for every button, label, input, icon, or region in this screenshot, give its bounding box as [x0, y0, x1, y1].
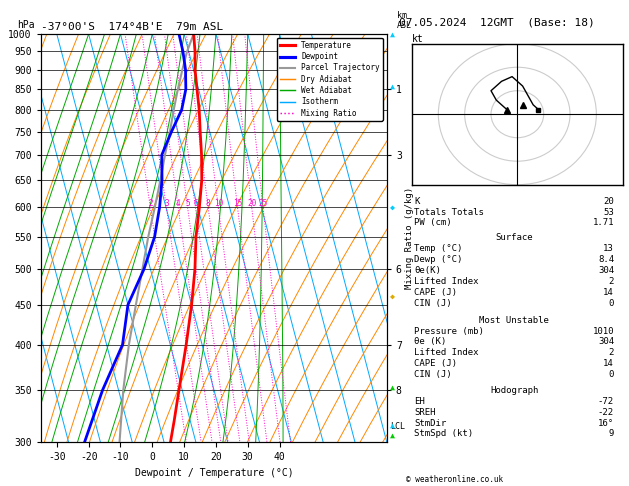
Text: 2: 2 [609, 348, 614, 357]
Text: Lifted Index: Lifted Index [415, 277, 479, 286]
Text: StmDir: StmDir [415, 418, 447, 428]
Text: 8.4: 8.4 [598, 255, 614, 264]
X-axis label: Dewpoint / Temperature (°C): Dewpoint / Temperature (°C) [135, 468, 293, 478]
Text: Lifted Index: Lifted Index [415, 348, 479, 357]
Text: 10: 10 [214, 199, 223, 208]
Text: 20: 20 [247, 199, 257, 208]
Text: θe(K): θe(K) [415, 266, 442, 275]
Text: -22: -22 [598, 408, 614, 417]
Text: hPa: hPa [16, 20, 35, 30]
Text: PW (cm): PW (cm) [415, 218, 452, 226]
Text: 5: 5 [186, 199, 190, 208]
Text: 0: 0 [609, 299, 614, 308]
Text: SREH: SREH [415, 408, 436, 417]
Text: kt: kt [412, 34, 424, 44]
Text: 16°: 16° [598, 418, 614, 428]
Text: Most Unstable: Most Unstable [479, 316, 549, 325]
Text: 4: 4 [176, 199, 181, 208]
Text: ▲: ▲ [390, 420, 395, 429]
Text: ▲: ▲ [390, 382, 395, 392]
Text: 2: 2 [609, 277, 614, 286]
Legend: Temperature, Dewpoint, Parcel Trajectory, Dry Adiabat, Wet Adiabat, Isotherm, Mi: Temperature, Dewpoint, Parcel Trajectory… [277, 38, 383, 121]
Text: 1010: 1010 [593, 327, 614, 336]
Text: 0: 0 [609, 370, 614, 379]
Text: CAPE (J): CAPE (J) [415, 288, 457, 297]
Text: -72: -72 [598, 397, 614, 406]
Text: 304: 304 [598, 266, 614, 275]
Text: CIN (J): CIN (J) [415, 370, 452, 379]
Text: Totals Totals: Totals Totals [415, 208, 484, 217]
Text: LCL: LCL [390, 422, 405, 431]
Text: 9: 9 [609, 430, 614, 438]
Text: Pressure (mb): Pressure (mb) [415, 327, 484, 336]
Text: Temp (°C): Temp (°C) [415, 244, 463, 253]
Text: 2: 2 [148, 199, 153, 208]
Text: -37°00'S  174°4B'E  79m ASL: -37°00'S 174°4B'E 79m ASL [41, 22, 223, 32]
Text: 13: 13 [603, 244, 614, 253]
Text: StmSpd (kt): StmSpd (kt) [415, 430, 474, 438]
Text: ▲: ▲ [390, 30, 395, 38]
Y-axis label: Mixing Ratio (g/kg): Mixing Ratio (g/kg) [404, 187, 413, 289]
Text: 1.71: 1.71 [593, 218, 614, 226]
Text: 14: 14 [603, 288, 614, 297]
Text: 6: 6 [193, 199, 198, 208]
Text: 14: 14 [603, 359, 614, 368]
Text: CIN (J): CIN (J) [415, 299, 452, 308]
Text: 07.05.2024  12GMT  (Base: 18): 07.05.2024 12GMT (Base: 18) [399, 17, 595, 27]
Text: K: K [415, 197, 420, 207]
Text: 15: 15 [233, 199, 242, 208]
Text: ◆: ◆ [390, 292, 395, 301]
Text: θe (K): θe (K) [415, 337, 447, 347]
Text: 8: 8 [206, 199, 211, 208]
Text: 3: 3 [164, 199, 169, 208]
Text: Surface: Surface [496, 233, 533, 242]
Text: ▲: ▲ [390, 431, 395, 440]
Text: © weatheronline.co.uk: © weatheronline.co.uk [406, 474, 503, 484]
Text: km
ASL: km ASL [398, 11, 412, 30]
Text: ▲: ▲ [390, 82, 395, 91]
Text: CAPE (J): CAPE (J) [415, 359, 457, 368]
Text: Hodograph: Hodograph [490, 386, 538, 396]
Text: Dewp (°C): Dewp (°C) [415, 255, 463, 264]
Text: EH: EH [415, 397, 425, 406]
Text: 25: 25 [259, 199, 268, 208]
Text: 304: 304 [598, 337, 614, 347]
Text: 53: 53 [603, 208, 614, 217]
Text: ◆: ◆ [390, 203, 395, 212]
Text: 20: 20 [603, 197, 614, 207]
